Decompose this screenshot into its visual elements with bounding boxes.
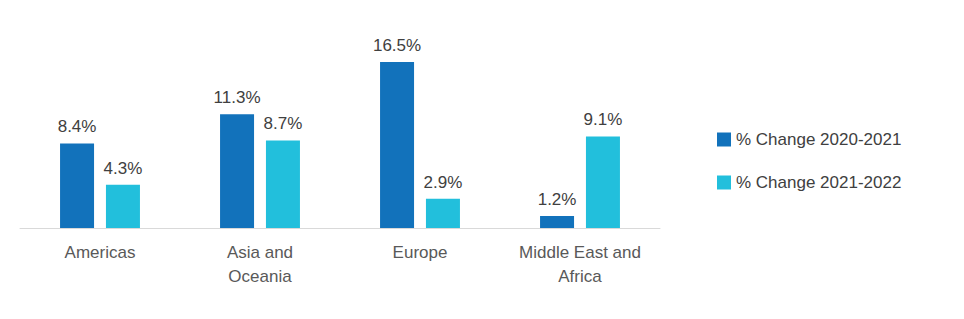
svg-text:4.3%: 4.3% bbox=[104, 159, 143, 178]
svg-text:16.5%: 16.5% bbox=[373, 36, 421, 55]
svg-text:2.9%: 2.9% bbox=[424, 173, 463, 192]
svg-text:Africa: Africa bbox=[558, 267, 602, 286]
svg-text:9.1%: 9.1% bbox=[584, 110, 623, 129]
svg-text:8.4%: 8.4% bbox=[58, 117, 97, 136]
svg-text:Europe: Europe bbox=[393, 243, 448, 262]
svg-text:Middle East and: Middle East and bbox=[519, 243, 641, 262]
svg-text:Oceania: Oceania bbox=[228, 267, 292, 286]
svg-text:% Change 2021-2022: % Change 2021-2022 bbox=[736, 173, 901, 192]
svg-text:1.2%: 1.2% bbox=[538, 190, 577, 209]
svg-text:Americas: Americas bbox=[65, 243, 136, 262]
svg-text:% Change 2020-2021: % Change 2020-2021 bbox=[736, 130, 901, 149]
svg-text:Asia and: Asia and bbox=[227, 243, 293, 262]
svg-text:8.7%: 8.7% bbox=[264, 114, 303, 133]
svg-text:11.3%: 11.3% bbox=[214, 88, 261, 107]
